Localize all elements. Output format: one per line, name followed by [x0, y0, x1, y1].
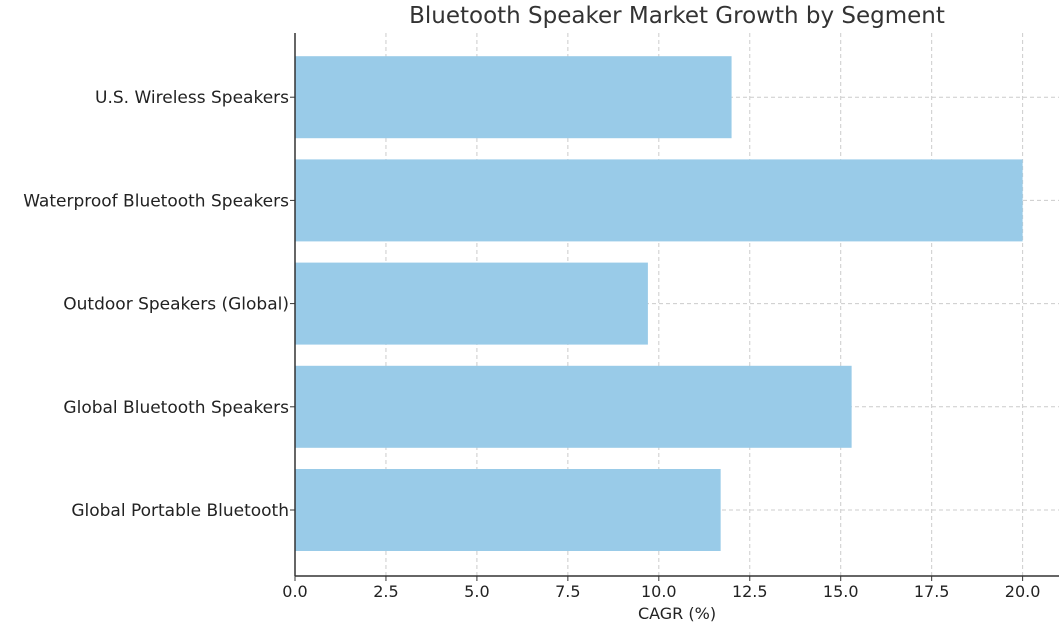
y-category-label: Outdoor Speakers (Global)	[63, 295, 289, 315]
bar	[295, 159, 1023, 242]
x-axis-title: CAGR (%)	[638, 604, 716, 623]
x-tick-label: 12.5	[732, 582, 768, 601]
y-category-label: Waterproof Bluetooth Speakers	[23, 191, 289, 211]
x-tick-label: 0.0	[282, 582, 307, 601]
x-tick-label: 10.0	[641, 582, 677, 601]
y-categories: Global Portable Bluetooth Global Bluetoot…	[23, 88, 295, 521]
x-tick-label: 7.5	[555, 582, 580, 601]
x-ticks: 0.0 2.5 5.0 7.5 10.0 12.5 15.0 17.5 20.0	[282, 576, 1040, 601]
x-tick-label: 17.5	[914, 582, 950, 601]
bars	[295, 56, 1023, 551]
bar	[295, 469, 721, 551]
y-category-label: U.S. Wireless Speakers	[95, 88, 289, 108]
chart-title: Bluetooth Speaker Market Growth by Segme…	[409, 3, 945, 29]
x-tick-label: 2.5	[373, 582, 398, 601]
y-category-label: Global Bluetooth Speakers	[63, 398, 289, 418]
bar	[295, 262, 648, 345]
bar	[295, 365, 852, 448]
y-category-label: Global Portable Bluetooth	[71, 501, 289, 521]
x-tick-label: 20.0	[1005, 582, 1041, 601]
bar	[295, 56, 732, 139]
x-tick-label: 15.0	[823, 582, 859, 601]
x-tick-label: 5.0	[464, 582, 489, 601]
